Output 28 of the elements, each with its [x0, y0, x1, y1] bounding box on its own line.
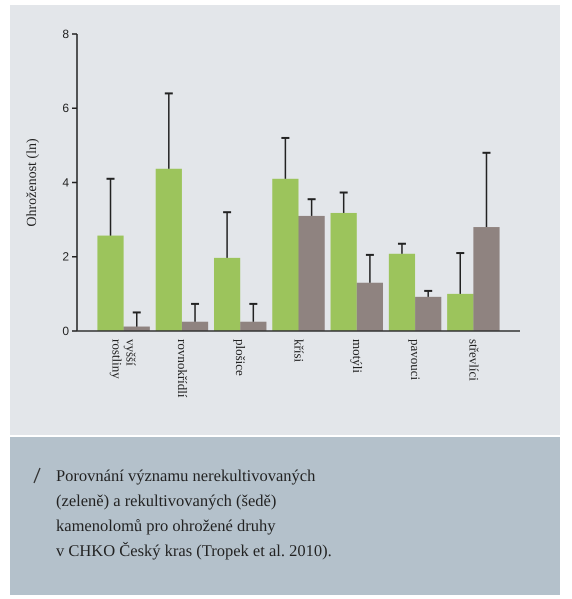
y-axis-title: Ohroženost (ln) — [25, 138, 40, 227]
y-tick-label: 4 — [62, 175, 70, 190]
x-tick-label: rovnokřídlí — [174, 339, 190, 398]
bar — [298, 216, 325, 331]
y-tick-label: 6 — [62, 101, 70, 116]
x-tick-label: křísi — [292, 339, 306, 362]
x-tick-label: střevlíci — [466, 339, 482, 382]
y-tick-label: 2 — [62, 250, 70, 264]
y-tick-label: 8 — [62, 26, 70, 41]
bar — [124, 326, 150, 331]
bar — [473, 227, 500, 331]
y-tick-label: 0 — [62, 324, 70, 338]
bar — [156, 168, 182, 331]
text: Porovnání významu nerekultivovaných (zeleně) a rekultivovaných (šedě) kamenolomů pro ohrožené druhy v CHKO Český kras (Tropek et al. 2010). — [56, 466, 332, 560]
bar — [214, 258, 240, 331]
x-tick-label: vyšší rostliny — [110, 339, 139, 380]
bar — [182, 322, 208, 331]
x-tick-label: plošice — [233, 339, 248, 376]
bar — [97, 236, 124, 331]
bar — [272, 178, 298, 331]
x-tick-label: motýli — [350, 339, 365, 374]
bar — [330, 212, 357, 331]
bar — [388, 254, 416, 331]
bar — [447, 294, 474, 331]
bar — [356, 282, 384, 331]
bar — [240, 322, 266, 331]
x-tick-label: pavouci — [408, 339, 424, 381]
bar — [415, 296, 442, 331]
